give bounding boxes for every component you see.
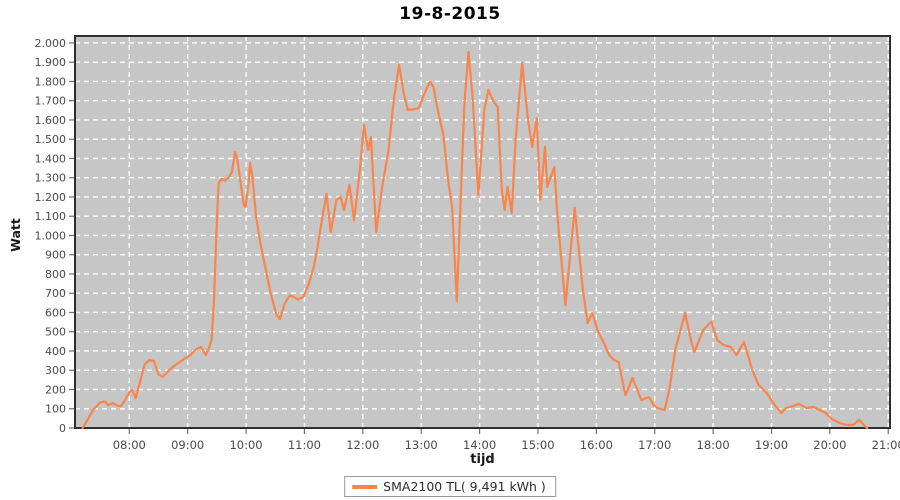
y-tick-label: 700	[45, 287, 66, 300]
x-tick-label: 14:00	[463, 438, 496, 452]
y-tick-label: 1.800	[35, 75, 67, 88]
x-tick-label: 20:00	[813, 438, 846, 452]
y-axis-label: Watt	[8, 218, 23, 252]
y-tick-label: 500	[45, 326, 66, 339]
y-tick-label: 200	[45, 383, 66, 396]
y-tick-label: 1.600	[35, 114, 67, 127]
x-tick-label: 09:00	[171, 438, 204, 452]
y-tick-label: 600	[45, 306, 66, 319]
y-tick-label: 800	[45, 268, 66, 281]
series-line	[81, 50, 869, 430]
x-tick-label: 12:00	[346, 438, 379, 452]
x-axis-label: tijd	[470, 452, 494, 467]
x-tick-label: 18:00	[697, 438, 730, 452]
y-tick-label: 1.300	[35, 172, 67, 185]
y-tick-label: 1.500	[35, 133, 67, 146]
y-tick-label: 100	[45, 403, 66, 416]
chart-title: 19-8-2015	[399, 4, 501, 24]
x-tick-label: 16:00	[580, 438, 613, 452]
y-tick-label: 1.700	[35, 95, 67, 108]
x-tick-label: 19:00	[755, 438, 788, 452]
x-tick-label: 08:00	[113, 438, 146, 452]
plot-border	[74, 35, 891, 429]
y-tick-label: 400	[45, 345, 66, 358]
y-tick-label: 900	[45, 249, 66, 262]
x-tick-label: 21:00	[872, 438, 900, 452]
x-tick-label: 17:00	[638, 438, 671, 452]
x-tick-label: 10:00	[229, 438, 262, 452]
y-tick-label: 0	[59, 422, 66, 435]
y-tick-label: 1.100	[35, 210, 67, 223]
y-tick-label: 1.900	[35, 56, 67, 69]
y-tick-label: 2.000	[35, 37, 67, 50]
y-tick-label: 1.000	[35, 229, 67, 242]
y-tick-label: 1.400	[35, 152, 67, 165]
legend-label: SMA2100 TL( 9,491 kWh )	[383, 479, 546, 494]
x-tick-label: 15:00	[521, 438, 554, 452]
y-tick-label: 300	[45, 364, 66, 377]
x-tick-label: 13:00	[405, 438, 438, 452]
legend: SMA2100 TL( 9,491 kWh )	[344, 476, 556, 497]
plot-background	[75, 36, 890, 428]
legend-line-swatch	[352, 484, 378, 489]
y-tick-label: 1.200	[35, 191, 67, 204]
x-tick-label: 11:00	[288, 438, 321, 452]
